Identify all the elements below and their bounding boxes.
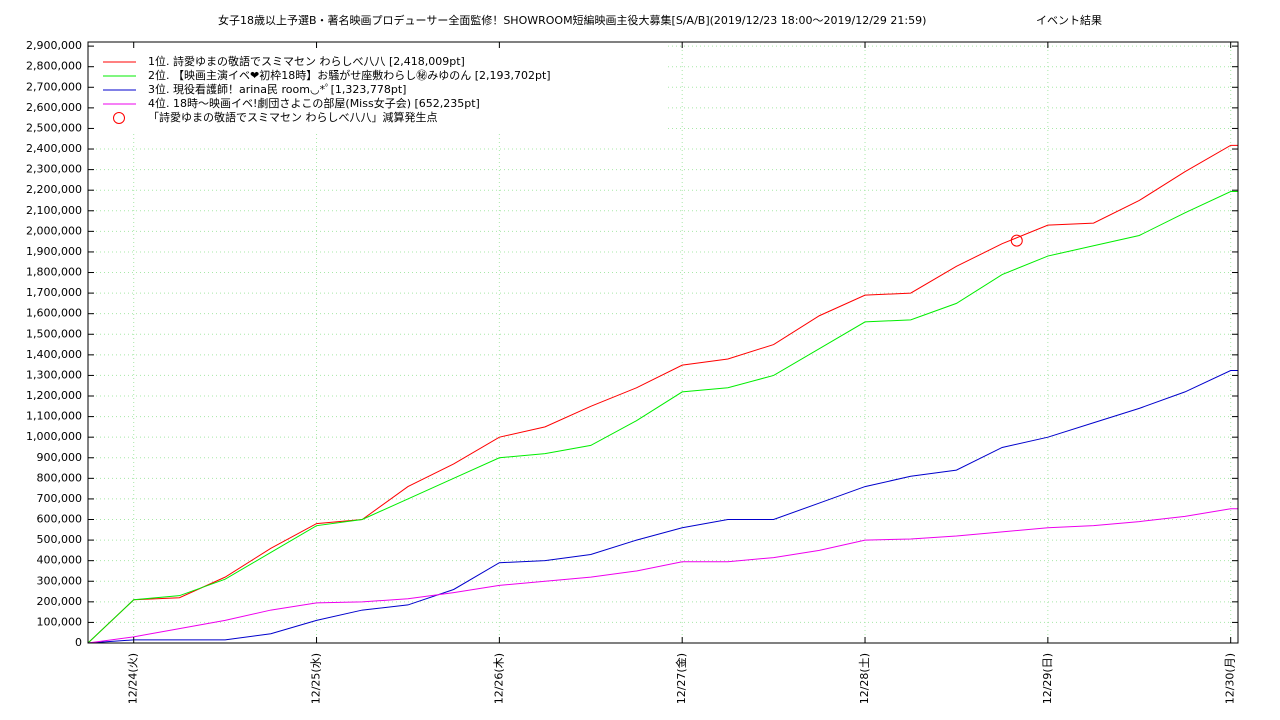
y-tick-label: 500,000 [37, 533, 83, 546]
y-tick-label: 1,300,000 [26, 368, 82, 381]
y-tick-label: 1,800,000 [26, 266, 82, 279]
series-line [87, 370, 1238, 644]
y-tick-label: 1,000,000 [26, 430, 82, 443]
y-tick-label: 1,100,000 [26, 410, 82, 423]
y-tick-label: 0 [75, 636, 82, 649]
legend-label: 2位. 【映画主演イベ❤初枠18時】お騒がせ座敷わらし㊙みゆのん [2,193,… [148, 68, 551, 82]
y-tick-label: 900,000 [37, 451, 83, 464]
legend-label: 3位. 現役看護師！arina民 room◡*ﾟ[1,323,778pt] [148, 82, 406, 96]
legend-label: 「詩愛ゆまの敬語でスミマセン わらしべ八八」減算発生点 [148, 110, 438, 124]
x-tick-label: 12/25(水) [310, 653, 323, 704]
y-tick-label: 400,000 [37, 554, 83, 567]
series-line [87, 190, 1238, 644]
y-tick-label: 200,000 [37, 595, 83, 608]
legend-label: 4位. 18時～映画イベ!劇団さよこの部屋(Miss女子会) [652,235p… [148, 96, 480, 110]
y-tick-label: 2,400,000 [26, 142, 82, 155]
x-tick-label: 12/29(日) [1041, 653, 1054, 704]
y-tick-label: 2,100,000 [26, 204, 82, 217]
x-tick-label: 12/27(金) [674, 653, 688, 704]
y-tick-label: 1,600,000 [26, 307, 82, 320]
y-tick-label: 2,300,000 [26, 163, 82, 176]
chart-subtitle: イベント結果 [1036, 13, 1102, 27]
y-tick-label: 2,700,000 [26, 80, 82, 93]
y-tick-label: 800,000 [37, 471, 83, 484]
legend-box [89, 43, 667, 133]
y-tick-label: 2,600,000 [26, 101, 82, 114]
y-tick-label: 2,200,000 [26, 183, 82, 196]
grid-layer [88, 42, 1238, 644]
chart-title: 女子18歳以上予選B・著名映画プロデューサー全面監修！SHOWROOM短編映画主… [218, 13, 926, 27]
x-tick-label: 12/26(木) [492, 653, 505, 704]
y-tick-label: 1,700,000 [26, 286, 82, 299]
y-tick-label: 1,900,000 [26, 245, 82, 258]
y-tick-label: 300,000 [37, 574, 83, 587]
y-tick-label: 1,400,000 [26, 348, 82, 361]
y-tick-label: 2,900,000 [26, 39, 82, 52]
x-tick-label: 12/28(土) [858, 653, 871, 704]
y-tick-label: 600,000 [37, 513, 83, 526]
plot-frame [87, 41, 1239, 644]
legend-swatch [113, 112, 125, 124]
y-tick-label: 100,000 [37, 615, 83, 628]
y-tick-label: 1,200,000 [26, 389, 82, 402]
y-tick-label: 1,500,000 [26, 327, 82, 340]
x-tick-label: 12/30(月) [1224, 653, 1237, 704]
y-tick-label: 700,000 [37, 492, 83, 505]
plot-layer: 1位. 詩愛ゆまの敬語でスミマセン わらしべ八八 [2,418,009pt]2位… [87, 43, 1238, 644]
legend-label: 1位. 詩愛ゆまの敬語でスミマセン わらしべ八八 [2,418,009pt] [148, 54, 465, 68]
x-tick-label: 12/24(火) [127, 653, 140, 704]
y-tick-label: 2,800,000 [26, 60, 82, 73]
series-line [87, 508, 1238, 644]
y-tick-label: 2,000,000 [26, 224, 82, 237]
series-line [87, 144, 1238, 644]
marker-point [1010, 234, 1023, 247]
y-tick-label: 2,500,000 [26, 121, 82, 134]
